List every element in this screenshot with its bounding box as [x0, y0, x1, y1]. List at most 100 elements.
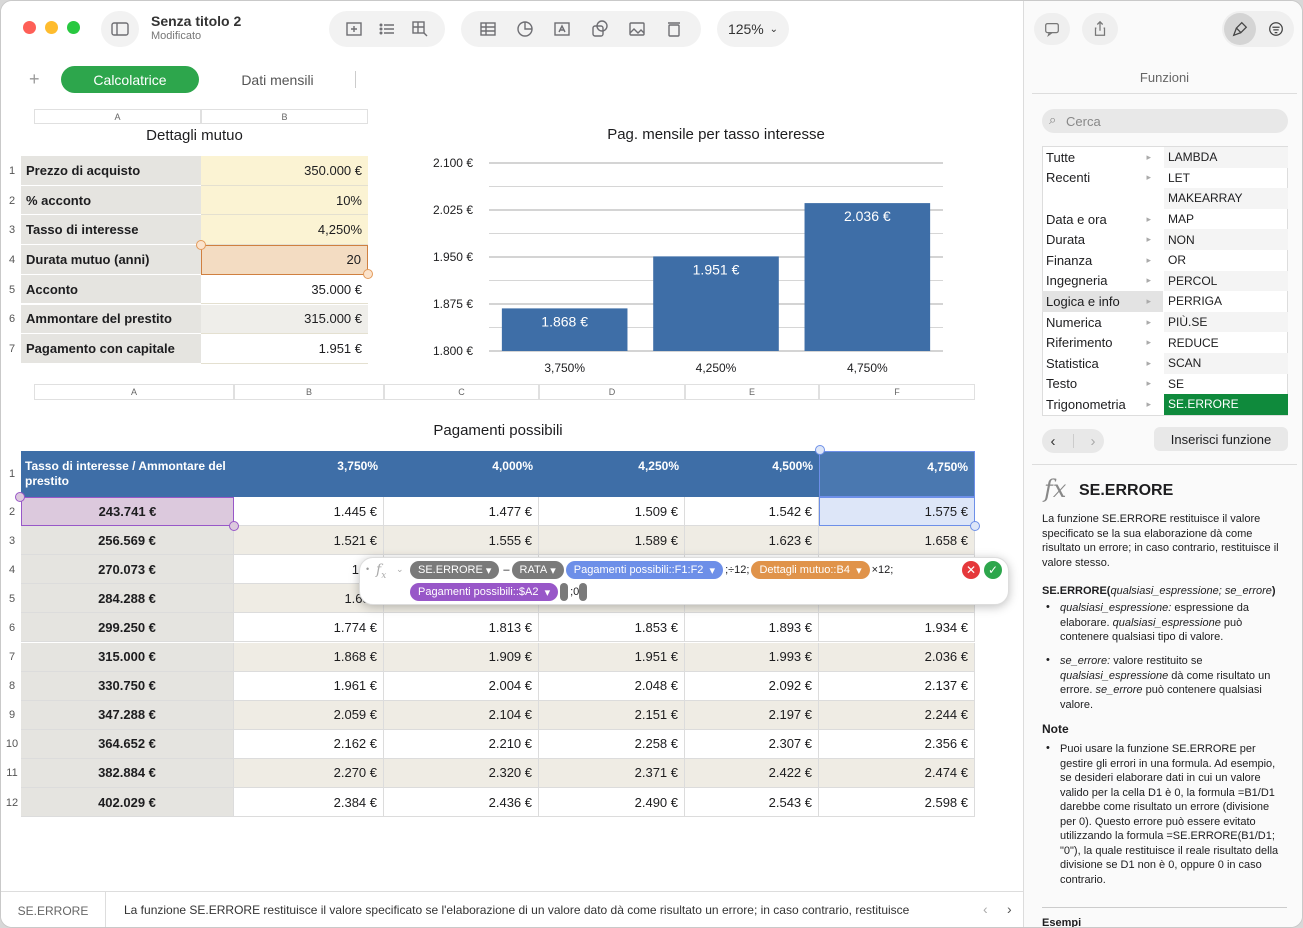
table-cell[interactable]: 1.477 € [384, 497, 539, 527]
selection-handle[interactable] [196, 240, 206, 250]
column-header-b[interactable]: B [201, 109, 368, 124]
row-number[interactable]: 1 [8, 468, 16, 480]
function-item[interactable]: OR [1168, 253, 1186, 268]
header-cell[interactable]: 4,000% [384, 451, 539, 497]
table-row-label[interactable]: Pagamento con capitale [21, 334, 201, 364]
row-number[interactable]: 7 [8, 651, 16, 664]
chart-bar[interactable] [804, 203, 931, 351]
column-header-a[interactable]: A [34, 109, 201, 124]
function-item[interactable]: SCAN [1164, 352, 1288, 374]
forward-icon[interactable]: › [1090, 432, 1096, 450]
chart-bar[interactable] [653, 256, 779, 351]
formula-editor[interactable]: • fx ⌄ SE.ERRORE ▾ – RATA ▾ Pagamenti po… [359, 557, 1009, 605]
row-header-cell[interactable]: 347.288 € [21, 700, 234, 730]
token-rata[interactable]: RATA ▾ [511, 561, 564, 579]
bar-chart[interactable]: Pag. mensile per tasso interesse 2.100 € 2… [411, 116, 971, 386]
column-header-f[interactable]: F [819, 384, 975, 400]
token-se-errore[interactable]: SE.ERRORE ▾ [410, 561, 500, 579]
table-cell[interactable]: 2.490 € [539, 788, 685, 818]
category-item[interactable]: Recenti ▸ [1042, 168, 1163, 189]
table-cell[interactable]: 1.853 € [539, 613, 685, 643]
table-row-label[interactable]: Durata mutuo (anni) [21, 245, 201, 275]
function-item[interactable]: LET [1168, 170, 1191, 185]
table-row-value[interactable]: 35.000 € [201, 274, 368, 305]
sidebar-toggle-button[interactable] [101, 11, 139, 47]
table-row-value[interactable]: 350.000 € [201, 156, 368, 186]
table-cell[interactable]: 2.258 € [539, 729, 685, 759]
back-icon[interactable]: ‹ [1050, 432, 1056, 450]
table-cell[interactable]: 1.445 € [234, 497, 384, 527]
comments-button[interactable] [1034, 13, 1070, 45]
category-item[interactable]: Trigonometria ▸ [1042, 394, 1163, 415]
table-cell[interactable]: 2.543 € [685, 788, 819, 818]
row-number[interactable]: 12 [5, 796, 19, 809]
header-cell[interactable]: 4,250% [539, 451, 685, 497]
row-number[interactable]: 8 [8, 680, 16, 693]
row-number[interactable]: 2 [8, 194, 16, 207]
row-header-cell[interactable]: 243.741 € [21, 497, 234, 527]
table-add-icon[interactable] [409, 18, 431, 40]
search-input[interactable]: ⌕ Cerca [1042, 109, 1288, 133]
table-icon[interactable] [477, 18, 499, 40]
table-cell[interactable]: 2.092 € [685, 671, 819, 701]
table-cell[interactable]: 2.270 € [234, 758, 384, 788]
row-header-cell[interactable]: 270.073 € [21, 555, 234, 585]
row-number[interactable]: 10 [5, 738, 19, 751]
zoom-menu[interactable]: 125% ⌄ [717, 11, 789, 47]
table-cell[interactable]: 1.774 € [234, 613, 384, 643]
table-cell[interactable]: 2.436 € [384, 788, 539, 818]
function-item[interactable]: REDUCE [1168, 335, 1219, 350]
tab-calcolatrice[interactable]: Calcolatrice [61, 66, 199, 93]
text-icon[interactable] [551, 18, 573, 40]
row-number[interactable]: 3 [8, 534, 16, 547]
table-cell[interactable]: 1.542 € [685, 497, 819, 527]
table-cell[interactable]: 1.813 € [384, 613, 539, 643]
function-item[interactable]: PERRIGA [1168, 294, 1223, 309]
table-cell[interactable]: 2.004 € [384, 671, 539, 701]
function-item[interactable]: MAP [1168, 212, 1195, 227]
category-item[interactable]: Durata ▸ [1042, 229, 1163, 250]
table-cell[interactable]: 1.951 € [539, 642, 685, 672]
selection-handle[interactable] [229, 521, 239, 531]
cancel-formula-button[interactable]: ✕ [962, 561, 980, 579]
function-item[interactable]: PIÙ.SE [1164, 311, 1288, 333]
row-number[interactable]: 4 [8, 253, 16, 266]
table-cell[interactable]: 1.961 € [234, 671, 384, 701]
row-header-cell[interactable]: 402.029 € [21, 788, 234, 818]
category-item[interactable]: Finanza ▸ [1042, 250, 1163, 271]
selection-handle[interactable] [970, 521, 980, 531]
row-header-cell[interactable]: 330.750 € [21, 671, 234, 701]
header-cell[interactable]: 4,750% [819, 451, 975, 497]
category-item[interactable]: Logica e info ▸ [1042, 291, 1163, 312]
media-icon[interactable] [626, 18, 648, 40]
category-item[interactable]: Statistica ▸ [1042, 353, 1163, 374]
token-ref-pagamenti-a[interactable]: Pagamenti possibili::$A2 ▾ [410, 583, 559, 601]
row-number[interactable]: 7 [8, 343, 16, 356]
token-ref-dettagli[interactable]: Dettagli mutuo::B4 ▾ [751, 561, 870, 579]
table-row-label[interactable]: Tasso di interesse [21, 215, 201, 246]
share-button[interactable] [1082, 13, 1118, 45]
table-row-label[interactable]: Ammontare del prestito [21, 304, 201, 335]
table-cell[interactable]: 2.210 € [384, 729, 539, 759]
shape-icon[interactable] [589, 18, 611, 40]
chart-icon[interactable] [514, 18, 536, 40]
chevron-left-icon[interactable]: ‹ [983, 901, 988, 917]
comment-icon[interactable] [663, 18, 685, 40]
token-ref-pagamenti-f[interactable]: Pagamenti possibili::F1:F2 ▾ [565, 561, 724, 579]
category-item[interactable]: Numerica ▸ [1042, 312, 1163, 333]
table-row-value[interactable]: 20 [201, 245, 368, 275]
tab-dati-mensili[interactable]: Dati mensili [241, 71, 314, 88]
row-number[interactable]: 5 [8, 283, 16, 296]
table-cell[interactable]: 2.048 € [539, 671, 685, 701]
table-row-value[interactable]: 10% [201, 185, 368, 216]
function-item[interactable]: PERCOL [1164, 270, 1288, 292]
table-cell[interactable]: 2.197 € [685, 700, 819, 730]
function-item[interactable]: SE [1168, 376, 1185, 391]
chevron-down-icon[interactable]: ⌄ [396, 564, 404, 574]
organize-button[interactable] [1260, 13, 1292, 45]
table-cell[interactable]: 2.307 € [685, 729, 819, 759]
table-row-value[interactable]: 4,250% [201, 215, 368, 246]
table-cell[interactable]: 2.104 € [384, 700, 539, 730]
table-cell[interactable]: 2.036 € [819, 642, 975, 672]
table-cell[interactable]: 2.384 € [234, 788, 384, 818]
